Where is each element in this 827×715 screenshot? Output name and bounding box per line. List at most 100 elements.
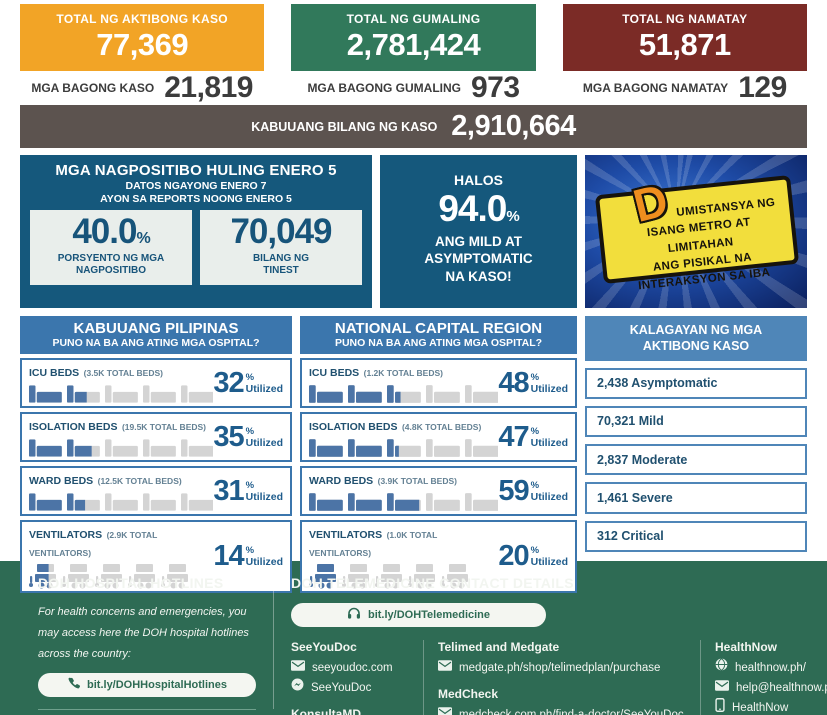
utilization-readout: 14 % Utilized — [213, 540, 283, 573]
positivity-title: MGA NAGPOSITIBO HULING ENERO 5 — [55, 162, 337, 179]
recovered-label: TOTAL NG GUMALING — [346, 12, 481, 26]
resource-label: VENTILATORS (1.0K TOTAL VENTILATORS) — [309, 529, 438, 558]
new-cases-label: MGA BAGONG KASO — [31, 81, 155, 95]
bed-icon — [142, 493, 176, 511]
positivity-subtitle-2: AYON SA REPORTS NOONG ENERO 5 — [100, 193, 292, 205]
new-deaths-label: MGA BAGONG NAMATAY — [582, 81, 729, 95]
hotlines-column: DOH HOSPITAL HOTLINES For health concern… — [38, 574, 256, 715]
capacity-icons — [29, 384, 214, 404]
hospital-utilization-section: KABUUANG PILIPINAS PUNO NA BA ANG ATING … — [20, 316, 807, 593]
hospital-hotlines-link[interactable]: bit.ly/DOHHospitalHotlines — [38, 672, 256, 697]
headset-icon — [347, 607, 361, 623]
capacity-icons — [309, 438, 499, 458]
capacity-icons — [29, 438, 214, 458]
bed-icon — [29, 439, 62, 457]
mild-panel-intro: HALOS — [454, 172, 503, 188]
bed-icon — [142, 439, 176, 457]
ventilator-icon — [309, 564, 336, 589]
envelope-icon — [438, 705, 452, 715]
positivity-rate-card: 40.0% PORSYENTO NG MGA NAGPOSITIBO — [30, 210, 192, 285]
severity-count-item: 70,321 Mild — [585, 405, 807, 438]
top-stats-row: TOTAL NG AKTIBONG KASO 77,369 TOTAL NG G… — [20, 4, 807, 71]
hotlines-title: DOH HOSPITAL HOTLINES — [38, 575, 224, 591]
smartphone-icon — [715, 697, 725, 715]
distancing-comic-banner: D UMISTANSYA NG ISANG METRO AT LIMITAHAN… — [585, 155, 807, 308]
ventilator-icon — [441, 564, 468, 589]
capacity-icons — [309, 384, 499, 404]
envelope-icon — [438, 658, 452, 678]
contact-link[interactable]: medcheck.com.ph/find-a-doctor/SeeYouDoc — [438, 705, 686, 715]
bed-icon — [386, 439, 421, 457]
hospital-stat-row: ISOLATION BEDS (19.5K TOTAL BEDS) 35 % Ut… — [20, 412, 292, 462]
active-cases-status-column: KALAGAYAN NG MGA AKTIBONG KASO 2,438 Asy… — [585, 316, 807, 552]
hospital-stat-row: WARD BEDS (3.9K TOTAL BEDS) 59 % Utilized — [300, 466, 577, 516]
resource-label: WARD BEDS (12.5K TOTAL BEDS) — [29, 475, 182, 487]
envelope-icon — [291, 658, 305, 678]
bed-icon — [309, 493, 343, 511]
new-cases-value: 21,819 — [164, 71, 253, 104]
utilization-readout: 47 % Utilized — [498, 421, 568, 453]
contact-provider-name: SeeYouDoc — [291, 639, 357, 654]
positivity-cards: 40.0% PORSYENTO NG MGA NAGPOSITIBO 70,04… — [20, 205, 372, 285]
contact-link[interactable]: medgate.ph/shop/telimedplan/purchase — [438, 658, 686, 678]
hospital-column-ncr: NATIONAL CAPITAL REGION PUNO NA BA ANG A… — [300, 316, 577, 593]
bed-icon — [180, 493, 214, 511]
contact-divider — [423, 639, 424, 715]
bed-icon — [464, 385, 499, 403]
recovered-value: 2,781,424 — [346, 27, 481, 62]
hospital-stat-row: VENTILATORS (2.9K TOTAL VENTILATORS) 14 … — [20, 520, 292, 593]
bed-icon — [464, 439, 499, 457]
contact-link[interactable]: seeyoudoc.com — [291, 658, 409, 678]
telemedicine-title: DOH TELEMEDICINE CONTACT DETAILS — [291, 575, 574, 591]
tested-count-caption: BILANG NG TINEST — [252, 252, 310, 277]
bed-icon — [104, 493, 138, 511]
resource-label: ICU BEDS (1.2K TOTAL BEDS) — [309, 367, 443, 379]
bed-icon — [347, 439, 382, 457]
active-cases-label: TOTAL NG AKTIBONG KASO — [56, 12, 228, 26]
contact-divider — [700, 639, 701, 715]
ventilator-icon — [62, 564, 89, 589]
resource-label: ISOLATION BEDS (19.5K TOTAL BEDS) — [29, 421, 207, 433]
severity-count-item: 1,461 Severe — [585, 482, 807, 514]
resource-label: ICU BEDS (3.5K TOTAL BEDS) — [29, 367, 163, 379]
new-deaths-value: 129 — [738, 71, 787, 104]
ventilator-icon — [161, 564, 188, 589]
contact-link[interactable]: SeeYouDoc — [291, 678, 409, 698]
resource-label: VENTILATORS (2.9K TOTAL VENTILATORS) — [29, 529, 158, 558]
middle-row: MGA NAGPOSITIBO HULING ENERO 5 DATOS NGA… — [20, 155, 807, 308]
bed-icon — [309, 385, 343, 403]
severity-count-item: 312 Critical — [585, 520, 807, 552]
contact-provider-name: HealthNow — [715, 639, 778, 654]
ncr-header: NATIONAL CAPITAL REGION PUNO NA BA ANG A… — [300, 316, 577, 354]
bed-icon — [180, 439, 214, 457]
phone-icon — [67, 677, 81, 693]
contact-link[interactable]: HealthNow — [715, 697, 827, 715]
percent-sign: % — [136, 230, 150, 247]
telemedicine-link[interactable]: bit.ly/DOHTelemedicine — [291, 602, 546, 627]
positivity-rate-caption: PORSYENTO NG MGA NAGPOSITIBO — [57, 252, 165, 277]
contact-columns: SeeYouDoc seeyoudoc.com SeeYouDoc Konsul… — [291, 639, 827, 715]
contact-group: HealthNow healthnow.ph/ help@healthnow.p… — [715, 640, 827, 715]
deaths-box: TOTAL NG NAMATAY 51,871 — [562, 4, 807, 71]
positivity-rate-value: 40.0 — [72, 212, 137, 251]
utilization-readout: 32 % Utilized — [213, 367, 283, 399]
contact-provider-name: Telimed and Medgate — [438, 639, 560, 654]
contact-group: Telimed and Medgate medgate.ph/shop/teli… — [438, 640, 686, 678]
bed-icon — [464, 493, 499, 511]
contact-link[interactable]: help@healthnow.ph — [715, 678, 827, 698]
bed-icon — [66, 439, 100, 457]
tested-count-value: 70,049 — [230, 212, 332, 251]
utilization-readout: 59 % Utilized — [498, 475, 568, 507]
contact-group: MedCheck medcheck.com.ph/find-a-doctor/S… — [438, 687, 686, 715]
total-cases-value: 2,910,664 — [451, 110, 576, 142]
contact-provider-name: MedCheck — [438, 686, 499, 701]
percent-sign: % — [506, 208, 519, 225]
hospital-stat-row: ICU BEDS (1.2K TOTAL BEDS) 48 % Utilized — [300, 358, 577, 408]
ventilator-icon — [342, 564, 369, 589]
capacity-icons — [29, 492, 214, 512]
footer-divider — [38, 708, 256, 710]
contact-group: KonsultaMD konsulta.md — [291, 707, 409, 715]
contact-link[interactable]: healthnow.ph/ — [715, 657, 827, 678]
positivity-panel: MGA NAGPOSITIBO HULING ENERO 5 DATOS NGA… — [20, 155, 372, 308]
utilization-readout: 35 % Utilized — [213, 421, 283, 453]
